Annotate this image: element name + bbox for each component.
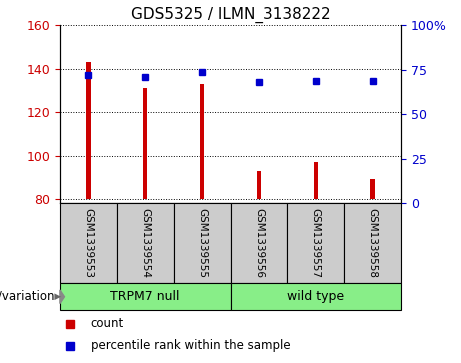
Bar xyxy=(174,203,230,283)
Text: wild type: wild type xyxy=(287,290,344,303)
Text: TRPM7 null: TRPM7 null xyxy=(111,290,180,303)
Bar xyxy=(257,171,261,199)
Text: GSM1339553: GSM1339553 xyxy=(83,208,94,278)
Title: GDS5325 / ILMN_3138222: GDS5325 / ILMN_3138222 xyxy=(130,7,331,23)
Text: GSM1339558: GSM1339558 xyxy=(367,208,378,278)
Text: count: count xyxy=(91,317,124,330)
Bar xyxy=(60,283,230,310)
Polygon shape xyxy=(60,290,65,303)
Bar xyxy=(143,88,148,199)
Text: genotype/variation: genotype/variation xyxy=(0,290,55,303)
Text: GSM1339557: GSM1339557 xyxy=(311,208,321,278)
Text: percentile rank within the sample: percentile rank within the sample xyxy=(91,339,290,352)
Bar xyxy=(60,203,117,283)
Bar xyxy=(344,203,401,283)
Text: GSM1339554: GSM1339554 xyxy=(140,208,150,278)
Bar xyxy=(230,203,287,283)
Bar xyxy=(117,203,174,283)
Text: GSM1339555: GSM1339555 xyxy=(197,208,207,278)
Bar xyxy=(313,162,318,199)
Bar xyxy=(200,84,204,199)
Bar xyxy=(230,283,401,310)
Bar xyxy=(86,62,91,199)
Bar xyxy=(370,179,375,199)
Bar xyxy=(287,203,344,283)
Text: GSM1339556: GSM1339556 xyxy=(254,208,264,278)
